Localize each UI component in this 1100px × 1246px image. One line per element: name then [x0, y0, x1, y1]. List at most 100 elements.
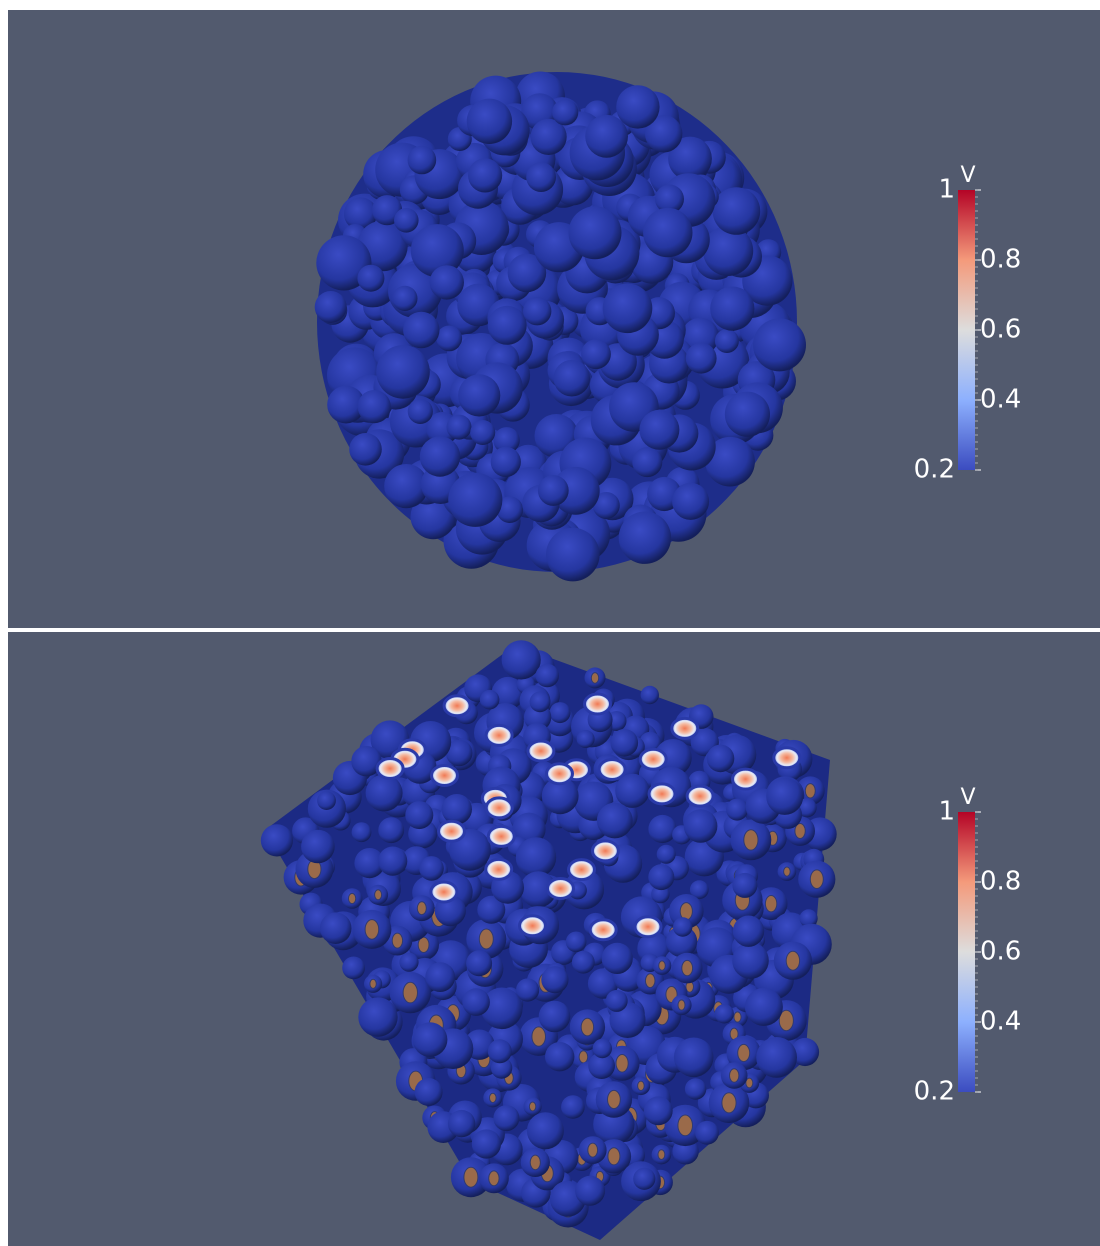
tube-end [658, 1150, 665, 1160]
tube-end [616, 1055, 628, 1073]
blob [648, 864, 674, 890]
tube-end [638, 1081, 645, 1090]
blob [577, 730, 595, 748]
tube-cap [592, 841, 618, 861]
blob [611, 729, 639, 757]
blob [357, 265, 384, 292]
blob [686, 343, 717, 374]
tube-end [375, 890, 382, 900]
blob [320, 912, 352, 944]
tube-cap [520, 916, 546, 936]
tube-end [464, 1167, 478, 1187]
blob [420, 436, 460, 476]
blob [392, 286, 417, 311]
tube-end [744, 830, 758, 850]
blob [766, 778, 803, 815]
color-bar [958, 190, 975, 470]
tick-label: 1 [938, 797, 955, 827]
blob [317, 791, 336, 810]
blob [399, 953, 418, 972]
blob [493, 1105, 519, 1131]
blob [753, 318, 806, 371]
blob [488, 306, 527, 345]
blob [466, 950, 492, 976]
tube-cap [548, 879, 574, 899]
blob [488, 1039, 512, 1063]
blob [480, 690, 500, 710]
blob [703, 226, 753, 276]
tick-label: 0.6 [980, 315, 1021, 345]
tube-cap [640, 749, 666, 769]
blob [539, 1001, 571, 1033]
blob [552, 99, 578, 125]
tube-end [489, 1171, 499, 1186]
blob [602, 943, 633, 974]
blob [545, 1042, 574, 1071]
blob [349, 433, 382, 466]
tube-end [730, 1069, 739, 1082]
tube-end [365, 920, 379, 940]
color-bar [958, 812, 975, 1092]
tube-end [722, 1093, 736, 1113]
tube-cap [687, 786, 713, 806]
blob [415, 1078, 443, 1106]
tube-end [678, 1000, 685, 1010]
blob [538, 475, 569, 506]
blob [413, 1022, 448, 1057]
blob [745, 988, 783, 1026]
tube-end [349, 893, 356, 903]
blob [491, 447, 521, 477]
blob [378, 817, 404, 843]
blob [366, 774, 403, 811]
blob [425, 962, 455, 992]
tube-cap [432, 766, 458, 786]
blob [726, 799, 748, 821]
render-window: V10.80.60.40.2V10.80.60.40.2 [0, 0, 1100, 1246]
blob [472, 1129, 501, 1158]
blob [527, 1112, 564, 1149]
blob [684, 809, 718, 843]
blob [358, 997, 397, 1036]
blob [261, 824, 293, 856]
tube-end [734, 1012, 741, 1022]
legend-title: V [960, 163, 975, 188]
blob [572, 951, 595, 974]
tube-end [479, 929, 493, 949]
blob [733, 916, 764, 947]
tube-cap [444, 696, 470, 716]
blob [639, 410, 679, 450]
blob [715, 1004, 734, 1023]
blob [405, 801, 433, 829]
blob [467, 99, 512, 144]
legend-title: V [960, 785, 975, 810]
tube-cap [486, 859, 512, 879]
blob [541, 966, 568, 993]
blob [470, 420, 495, 445]
blob [685, 1078, 706, 1099]
tube-end [530, 1155, 540, 1170]
tube-end [810, 870, 823, 889]
tube-cap [672, 718, 698, 738]
blob [458, 374, 500, 416]
blob [575, 1176, 605, 1206]
blob [756, 1037, 797, 1078]
blob [593, 1039, 612, 1058]
tube-end [682, 960, 693, 975]
blob [358, 390, 391, 423]
blob [725, 392, 770, 437]
blob [566, 932, 587, 953]
tube-end [608, 1090, 621, 1108]
tube-end [659, 961, 666, 970]
tube-end [645, 974, 655, 988]
tick-label: 0.8 [980, 867, 1021, 897]
blob [641, 686, 659, 704]
blob [419, 856, 444, 881]
tube-end [591, 673, 598, 684]
blob [569, 206, 622, 259]
blob [378, 847, 407, 876]
tube-cap [488, 826, 514, 846]
blob [546, 528, 600, 582]
tube-end [765, 896, 776, 912]
blob [644, 1096, 673, 1125]
tube-cap [599, 760, 625, 780]
